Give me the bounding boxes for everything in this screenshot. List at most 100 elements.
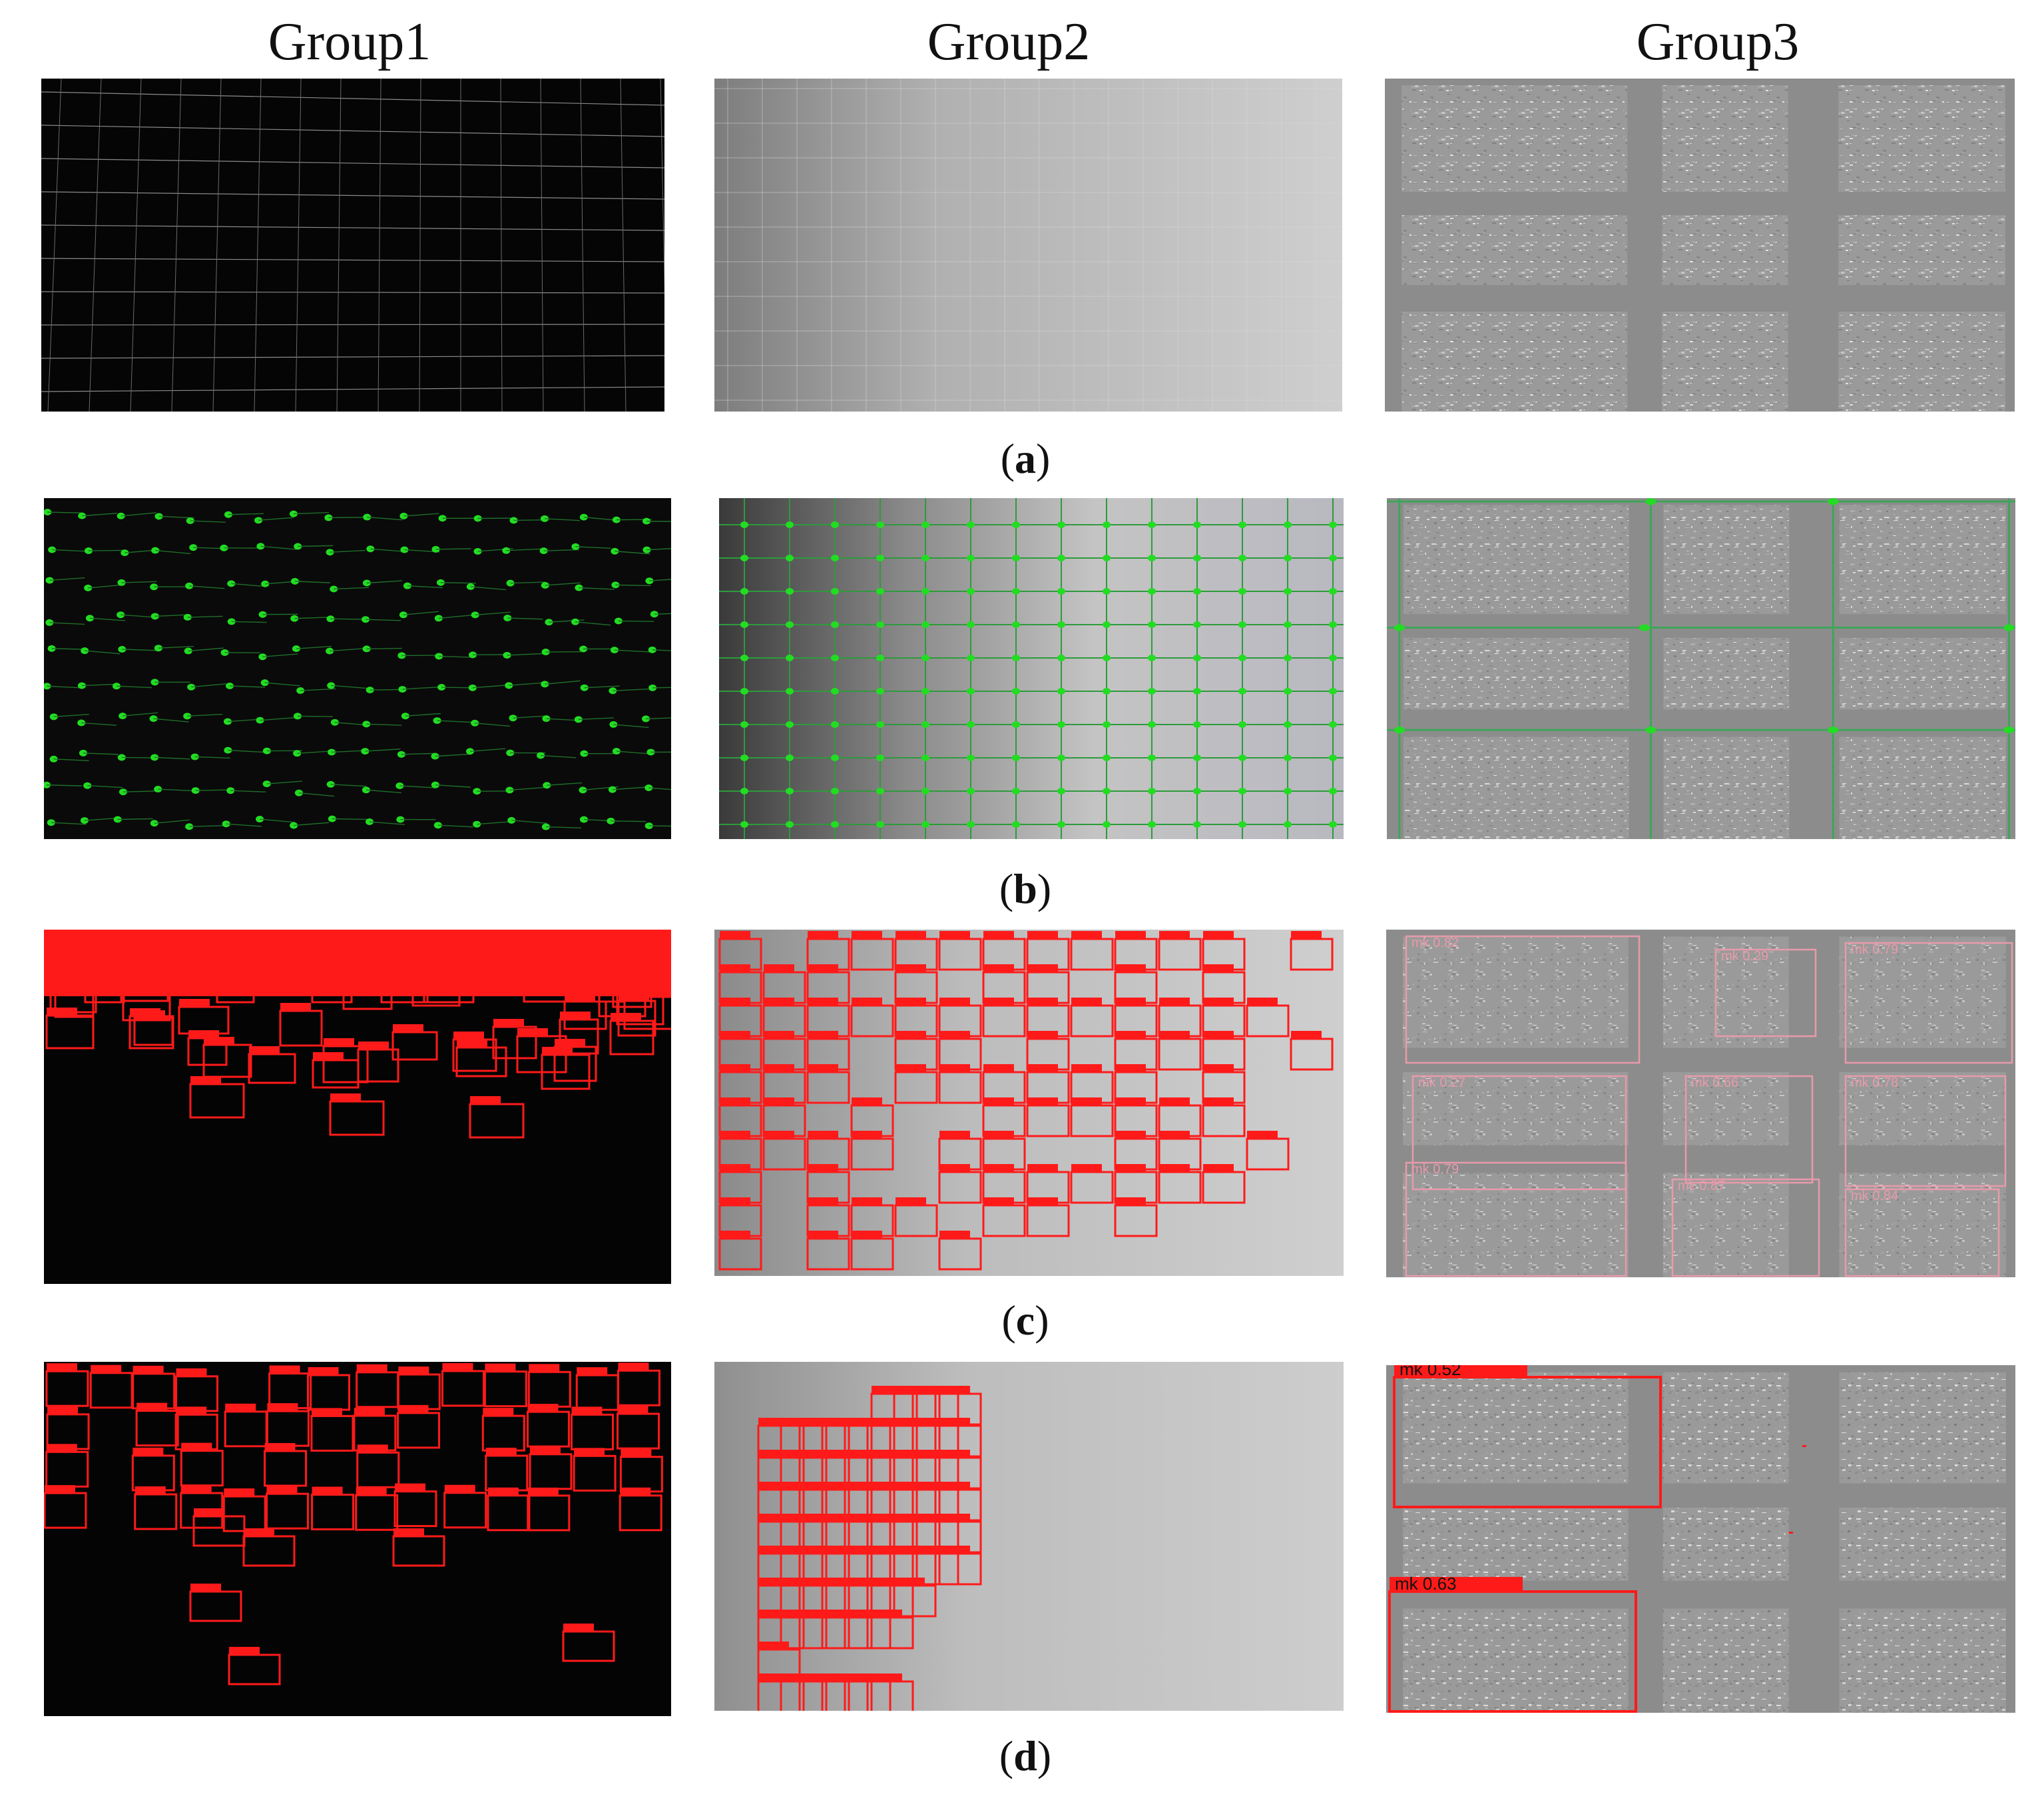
detection-label-tag — [121, 958, 152, 966]
detection-label-tag — [939, 1064, 970, 1072]
grid-edge — [297, 715, 333, 717]
grid-edge — [579, 587, 615, 590]
grid-point — [294, 543, 302, 550]
detection-label-tag — [577, 1367, 608, 1376]
detection-label-tag — [560, 951, 591, 959]
detection-label-tag — [894, 1578, 925, 1586]
grid-line — [212, 79, 222, 412]
grid-point — [1193, 721, 1201, 728]
grid-point — [876, 555, 884, 561]
detection-label-tag — [1203, 998, 1234, 1006]
detection-label-tag — [328, 948, 358, 956]
grid-edge — [154, 819, 190, 824]
detection-box — [133, 1017, 174, 1046]
grid-edge — [544, 518, 581, 521]
detection-label-tag — [1115, 1064, 1146, 1072]
detection-box — [329, 1100, 385, 1136]
detection-label-tag — [194, 1508, 224, 1516]
grid-edge — [153, 718, 189, 723]
detection-box — [1684, 1075, 1814, 1184]
grid-point — [831, 821, 839, 828]
grid-point — [1057, 821, 1065, 828]
grid-point — [119, 788, 127, 796]
grid-edge — [190, 520, 226, 523]
detection-label-tag — [1291, 931, 1322, 939]
grid-point — [1284, 755, 1292, 761]
detection-box — [1844, 1188, 2000, 1277]
detection-label-tag — [720, 1231, 750, 1239]
detection-label: mk 0.27 — [1418, 1075, 1465, 1090]
grid-point — [1148, 788, 1156, 794]
detection-box — [441, 1370, 485, 1407]
grid-edge — [652, 687, 671, 689]
image-a-group1 — [41, 79, 664, 412]
grid-edge — [365, 619, 401, 621]
grid-point — [397, 652, 406, 659]
grid-point — [1012, 821, 1020, 828]
detection-box — [575, 1374, 619, 1411]
background — [714, 1362, 1344, 1711]
detection-label-tag — [560, 1012, 591, 1020]
detection-box — [616, 1412, 660, 1450]
grid-point — [786, 821, 794, 828]
grid-edge — [334, 587, 370, 590]
grid-point — [876, 755, 884, 761]
grid-point — [1057, 555, 1065, 561]
grid-point — [1057, 655, 1065, 661]
image-d-group3: mk 0.52 mk 0.63 — [1386, 1365, 2015, 1713]
detection-box — [189, 1083, 245, 1119]
grid-edge — [365, 749, 401, 752]
detection-label-tag — [180, 1485, 212, 1494]
detection-label-tag — [563, 1624, 594, 1632]
detection-label-tag — [308, 1366, 339, 1375]
detection-box — [180, 1450, 224, 1487]
grid-edge — [47, 511, 83, 513]
grid-edge — [545, 826, 581, 829]
detection-label-tag — [485, 1363, 516, 1372]
stone-cell — [1404, 505, 1629, 615]
detection-label-tag — [720, 931, 750, 939]
grid-point — [2003, 624, 2015, 631]
detection-label-tag — [1247, 1131, 1278, 1139]
detection-label-tag — [720, 964, 750, 972]
stone-cell — [1839, 1608, 2006, 1713]
grid-edge — [369, 821, 405, 825]
grid-point — [921, 821, 929, 828]
grid-edge — [649, 579, 671, 581]
grid-line — [41, 258, 664, 262]
grid-point — [118, 646, 127, 653]
grid-edge — [611, 820, 646, 822]
detection-label-tag — [393, 1528, 424, 1536]
detection-box — [529, 1453, 573, 1490]
grid-edge — [612, 786, 648, 790]
image-c-group1 — [44, 930, 671, 1284]
grid-point — [1012, 788, 1020, 794]
grid-edge — [264, 682, 300, 687]
detection-label-tag — [134, 1486, 166, 1495]
grid-point — [580, 816, 589, 823]
detection-label-tag — [939, 1418, 970, 1426]
grid-point — [1103, 788, 1111, 794]
grid-point — [1148, 821, 1156, 828]
grid-edge — [618, 620, 654, 622]
grid-edge — [49, 622, 85, 625]
grid-edge — [82, 513, 118, 517]
stone-cell — [1403, 1372, 1629, 1484]
stone-cell — [1839, 637, 2006, 710]
detection-label-tag — [895, 931, 926, 939]
stone-cell — [1663, 637, 1790, 710]
grid-point — [1103, 521, 1111, 528]
detection-label-tag — [852, 1197, 882, 1205]
grid-point — [1394, 624, 1405, 631]
image-a-group2 — [714, 79, 1342, 412]
grid-edge — [509, 786, 545, 791]
detection-label-tag — [382, 959, 412, 967]
grid-point — [1284, 555, 1292, 561]
image-d-group2 — [714, 1362, 1344, 1711]
detection-label-tag — [575, 960, 606, 968]
grid-point — [1193, 821, 1201, 828]
detection-label-tag — [264, 1442, 296, 1451]
grid-edge — [435, 753, 471, 757]
grid-point — [183, 613, 192, 621]
grid-point — [117, 611, 125, 619]
